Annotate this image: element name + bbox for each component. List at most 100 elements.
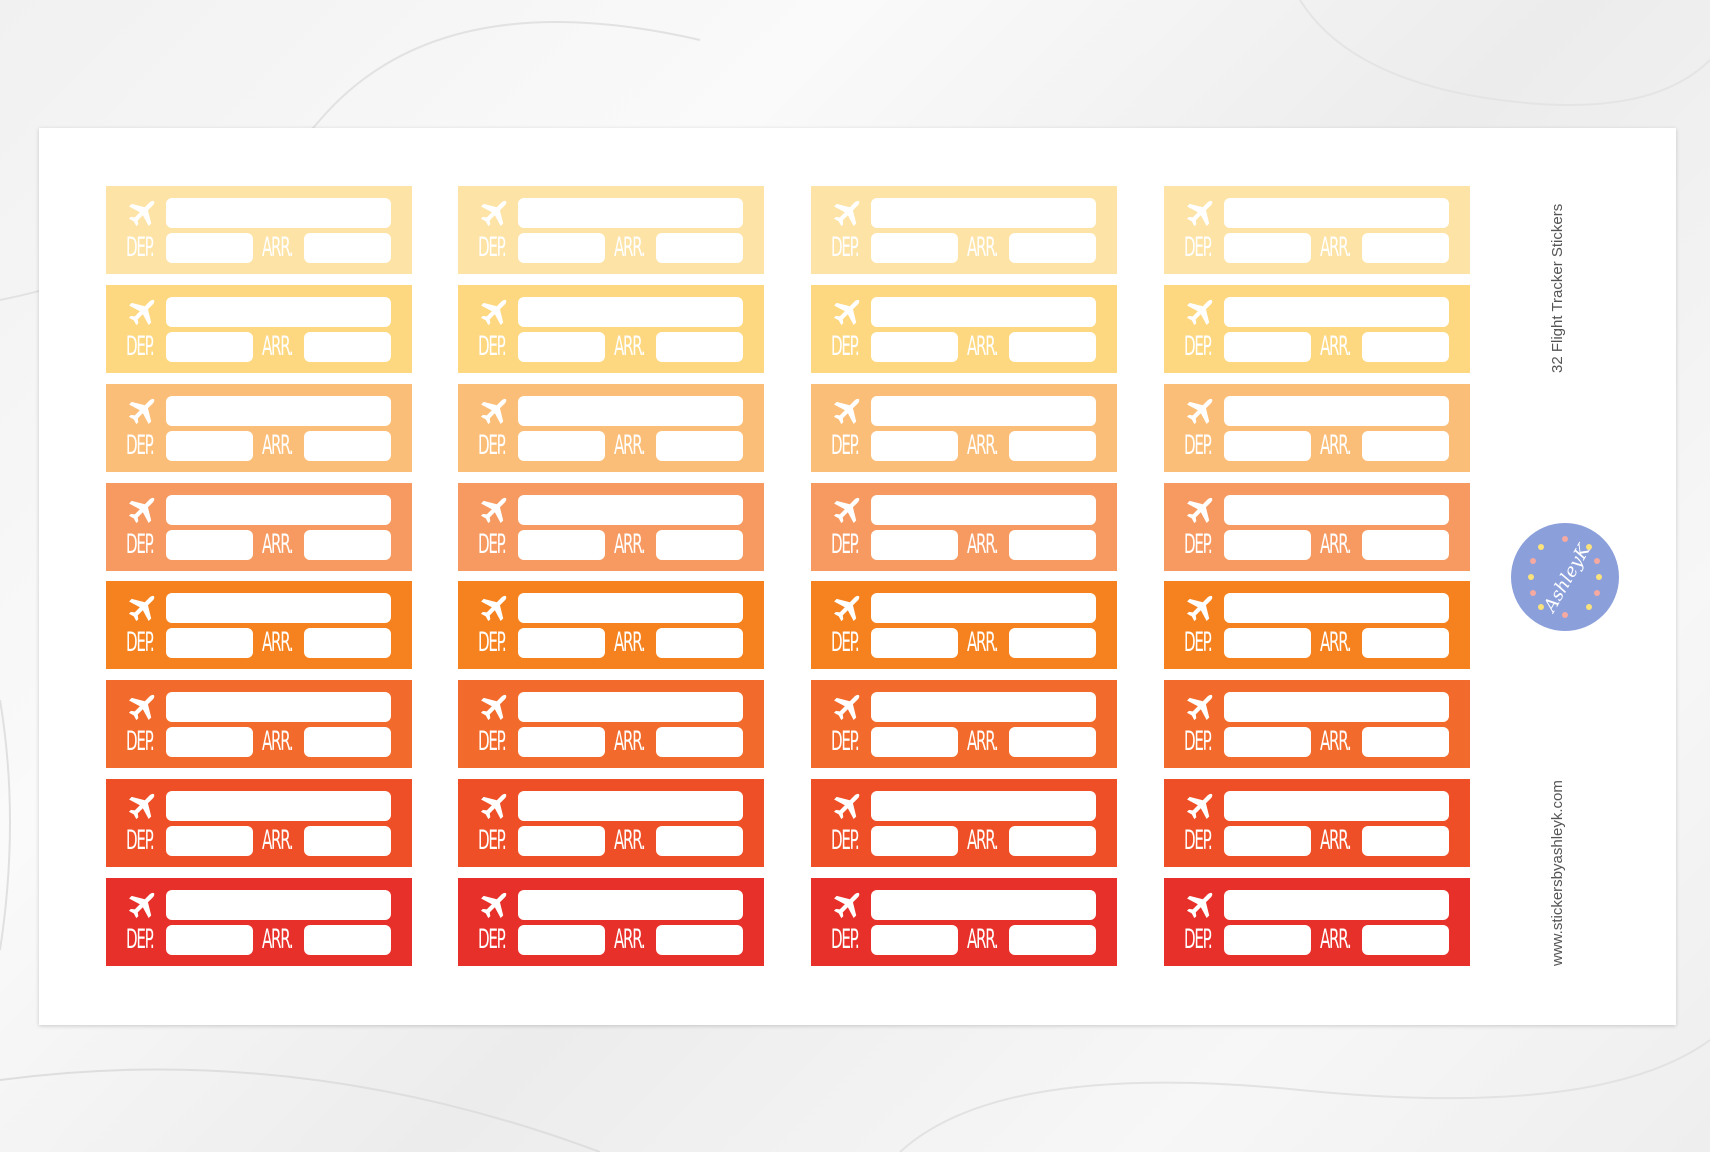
- flight-field: [166, 791, 391, 821]
- departure-field: [518, 727, 605, 757]
- dep-label: DEP.: [831, 924, 860, 955]
- flight-field: [1224, 593, 1449, 623]
- dep-label: DEP.: [831, 331, 860, 362]
- departure-field: [166, 530, 253, 560]
- flight-field: [518, 791, 743, 821]
- dep-label: DEP.: [126, 726, 155, 757]
- departure-field: [1224, 727, 1311, 757]
- arrival-field: [656, 628, 743, 658]
- arrival-field: [1362, 233, 1449, 263]
- flight-tracker-sticker: DEP. ARR.: [1164, 186, 1470, 274]
- arr-label: ARR.: [967, 726, 999, 757]
- airplane-icon: [124, 493, 158, 527]
- arrival-field: [656, 925, 743, 955]
- departure-field: [871, 925, 958, 955]
- flight-tracker-sticker: DEP. ARR.: [811, 384, 1117, 472]
- flight-tracker-sticker: DEP. ARR.: [458, 680, 764, 768]
- departure-field: [518, 628, 605, 658]
- arrival-field: [656, 530, 743, 560]
- flight-tracker-sticker: DEP. ARR.: [1164, 878, 1470, 966]
- arr-label: ARR.: [967, 430, 999, 461]
- dep-label: DEP.: [478, 627, 507, 658]
- departure-field: [166, 826, 253, 856]
- dep-label: DEP.: [831, 529, 860, 560]
- arr-label: ARR.: [262, 825, 294, 856]
- flight-field: [166, 495, 391, 525]
- airplane-icon: [1182, 789, 1216, 823]
- flight-tracker-sticker: DEP. ARR.: [458, 581, 764, 669]
- arrival-field: [304, 925, 391, 955]
- departure-field: [1224, 233, 1311, 263]
- departure-field: [166, 431, 253, 461]
- arrival-field: [1362, 826, 1449, 856]
- airplane-icon: [1182, 394, 1216, 428]
- airplane-icon: [829, 888, 863, 922]
- arr-label: ARR.: [967, 825, 999, 856]
- dep-label: DEP.: [831, 430, 860, 461]
- dep-label: DEP.: [478, 825, 507, 856]
- departure-field: [1224, 431, 1311, 461]
- dep-label: DEP.: [478, 726, 507, 757]
- dep-label: DEP.: [1184, 529, 1213, 560]
- departure-field: [1224, 332, 1311, 362]
- airplane-icon: [829, 789, 863, 823]
- flight-field: [166, 396, 391, 426]
- airplane-icon: [476, 394, 510, 428]
- flight-tracker-sticker: DEP. ARR.: [1164, 581, 1470, 669]
- flight-field: [518, 297, 743, 327]
- arr-label: ARR.: [1320, 924, 1352, 955]
- arrival-field: [1009, 233, 1096, 263]
- arr-label: ARR.: [614, 529, 646, 560]
- dep-label: DEP.: [1184, 430, 1213, 461]
- airplane-icon: [124, 789, 158, 823]
- arrival-field: [1009, 727, 1096, 757]
- arr-label: ARR.: [262, 627, 294, 658]
- arrival-field: [656, 431, 743, 461]
- arr-label: ARR.: [614, 825, 646, 856]
- dep-label: DEP.: [831, 726, 860, 757]
- arrival-field: [304, 431, 391, 461]
- flight-tracker-sticker: DEP. ARR.: [811, 186, 1117, 274]
- flight-tracker-sticker: DEP. ARR.: [1164, 483, 1470, 571]
- flight-tracker-sticker: DEP. ARR.: [106, 285, 412, 373]
- airplane-icon: [829, 690, 863, 724]
- dep-label: DEP.: [1184, 924, 1213, 955]
- airplane-icon: [1182, 295, 1216, 329]
- airplane-icon: [1182, 493, 1216, 527]
- brand-logo: AshleyK: [1511, 523, 1619, 631]
- flight-tracker-sticker: DEP. ARR.: [458, 285, 764, 373]
- arrival-field: [304, 233, 391, 263]
- arr-label: ARR.: [614, 232, 646, 263]
- departure-field: [518, 332, 605, 362]
- arrival-field: [1009, 925, 1096, 955]
- arr-label: ARR.: [262, 726, 294, 757]
- airplane-icon: [476, 591, 510, 625]
- flight-tracker-sticker: DEP. ARR.: [106, 384, 412, 472]
- flight-field: [871, 495, 1096, 525]
- airplane-icon: [829, 493, 863, 527]
- flight-tracker-sticker: DEP. ARR.: [458, 878, 764, 966]
- arrival-field: [656, 332, 743, 362]
- arrival-field: [656, 826, 743, 856]
- dep-label: DEP.: [126, 924, 155, 955]
- flight-tracker-sticker: DEP. ARR.: [811, 285, 1117, 373]
- airplane-icon: [829, 394, 863, 428]
- flight-tracker-sticker: DEP. ARR.: [458, 384, 764, 472]
- dep-label: DEP.: [1184, 726, 1213, 757]
- flight-field: [871, 198, 1096, 228]
- dep-label: DEP.: [478, 331, 507, 362]
- sticker-sheet: DEP. ARR. DEP. ARR. DEP. ARR. DEP. ARR. DEP. ARR.…: [39, 128, 1676, 1025]
- arr-label: ARR.: [967, 924, 999, 955]
- arr-label: ARR.: [614, 627, 646, 658]
- flight-tracker-sticker: DEP. ARR.: [458, 779, 764, 867]
- flight-tracker-sticker: DEP. ARR.: [811, 680, 1117, 768]
- airplane-icon: [1182, 591, 1216, 625]
- flight-field: [1224, 791, 1449, 821]
- departure-field: [518, 431, 605, 461]
- arr-label: ARR.: [1320, 825, 1352, 856]
- arrival-field: [304, 530, 391, 560]
- flight-tracker-sticker: DEP. ARR.: [106, 680, 412, 768]
- arr-label: ARR.: [262, 529, 294, 560]
- departure-field: [518, 925, 605, 955]
- sheet-title: 32 Flight Tracker Stickers: [1549, 203, 1566, 373]
